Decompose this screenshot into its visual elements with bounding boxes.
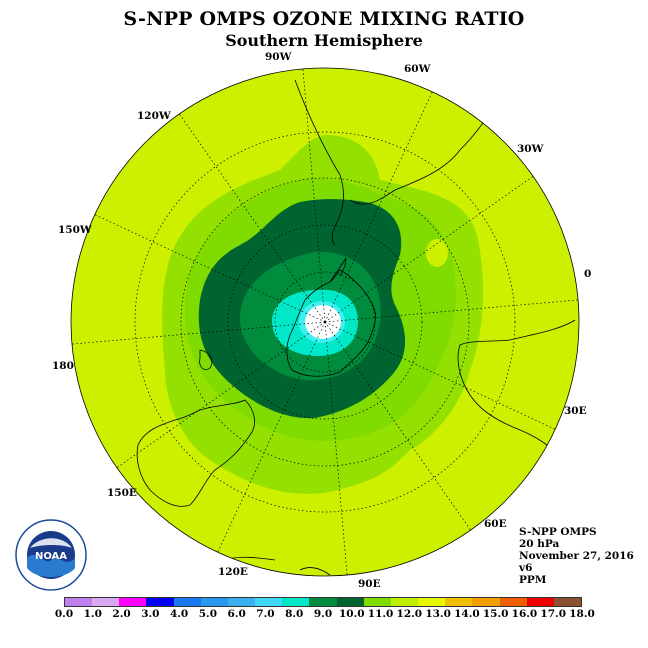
info-date: November 27, 2016 <box>519 550 634 562</box>
colorbar-segment <box>309 598 337 606</box>
colorbar-segment <box>336 598 364 606</box>
noaa-logo-text: NOAA <box>35 551 67 562</box>
info-level: 20 hPa <box>519 538 560 550</box>
colorbar-tick-label: 0.0 <box>54 608 74 620</box>
colorbar-segment <box>92 598 120 606</box>
colorbar-tick-label: 16.0 <box>511 608 538 620</box>
colorbar-tick-label: 2.0 <box>112 608 131 620</box>
colorbar <box>64 597 582 607</box>
colorbar-segment <box>363 598 391 606</box>
south-america-coastline <box>294 79 486 246</box>
colorbar-tick-label: 9.0 <box>313 608 333 620</box>
colorbar-tick-label: 6.0 <box>227 608 246 620</box>
noaa-seal-icon: NOAA <box>15 519 87 591</box>
colorbar-segment <box>173 598 201 606</box>
longitude-label-90w: 90W <box>265 51 292 63</box>
colorbar-segment <box>390 598 419 606</box>
colorbar-tick-label: 11.0 <box>367 608 394 620</box>
graticule <box>71 68 579 576</box>
colorbar-tick-label: 18.0 <box>569 608 595 620</box>
colorbar-tick-label: 10.0 <box>338 608 365 620</box>
colorbar-tick-label: 5.0 <box>198 608 218 620</box>
colorbar-tick-label: 13.0 <box>425 608 451 620</box>
colorbar-segment <box>255 598 283 606</box>
map-title: S-NPP OMPS OZONE MIXING RATIO <box>123 8 525 30</box>
longitude-label-180: 180 <box>52 360 74 372</box>
latitude-circle-80s <box>274 271 376 373</box>
australia-coastline <box>136 399 255 507</box>
colorbar-segment <box>227 598 256 606</box>
colorbar-tick-label: 8.0 <box>285 608 304 620</box>
longitude-label-0: 0 <box>584 268 592 280</box>
longitude-label-60w: 60W <box>404 63 431 75</box>
antarctica-coastline <box>286 269 376 377</box>
africa-coastline <box>457 319 576 471</box>
colorbar-tick-label: 7.0 <box>256 608 275 620</box>
ozone-low-center <box>305 305 341 339</box>
latitude-circle-70s <box>227 224 423 420</box>
longitude-label-90e: 90E <box>358 578 381 590</box>
colorbar-segment <box>445 598 473 606</box>
longitude-label-30e: 30E <box>564 405 587 417</box>
longitude-label-120e: 120E <box>218 566 248 578</box>
colorbar-tick-label: 12.0 <box>396 608 423 620</box>
info-units: PPM <box>519 574 547 586</box>
info-version: v6 <box>519 562 533 574</box>
longitude-label-60e: 60E <box>484 518 507 530</box>
map-subtitle: Southern Hemisphere <box>225 31 423 50</box>
colorbar-segment <box>418 598 446 606</box>
colorbar-segment <box>499 598 527 606</box>
colorbar-segment <box>146 598 174 606</box>
antarctic-peninsula <box>329 257 347 283</box>
colorbar-tick-label: 15.0 <box>482 608 509 620</box>
colorbar-tick-label: 17.0 <box>540 608 567 620</box>
longitude-label-150w: 150W <box>58 224 92 236</box>
latitude-circle-50s <box>134 131 516 513</box>
longitude-label-150e: 150E <box>107 487 137 499</box>
coastlines <box>136 79 576 576</box>
latitude-circle-60s <box>180 177 470 467</box>
hemisphere-border <box>70 67 580 577</box>
colorbar-tick-labels: 0.0 1.0 2.0 3.0 4.0 5.0 6.0 7.0 8.0 9.0 10.0 11.0 12… <box>0 608 648 622</box>
colorbar-tick-label: 14.0 <box>454 608 480 620</box>
colorbar-segment <box>119 598 147 606</box>
colorbar-segment <box>472 598 500 606</box>
longitude-label-30w: 30W <box>517 143 544 155</box>
colorbar-segment <box>553 598 581 606</box>
longitude-label-120w: 120W <box>137 110 171 122</box>
new-zealand-coastline <box>199 349 213 370</box>
colorbar-segment <box>200 598 228 606</box>
colorbar-tick-label: 1.0 <box>83 608 102 620</box>
info-instrument: S-NPP OMPS <box>519 526 597 538</box>
colorbar-tick-label: 4.0 <box>169 608 189 620</box>
colorbar-segment <box>65 598 93 606</box>
colorbar-tick-label: 3.0 <box>141 608 160 620</box>
ozone-island-south-atlantic <box>426 239 448 267</box>
colorbar-segment <box>526 598 554 606</box>
colorbar-segment <box>282 598 310 606</box>
